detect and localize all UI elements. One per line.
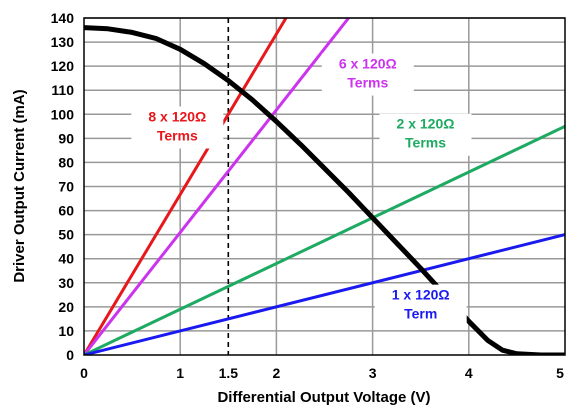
label-2-terms: 2 x 120Ω Terms xyxy=(379,113,472,156)
plot-frame xyxy=(83,17,566,356)
annotation-backdrop xyxy=(131,106,224,149)
y-tick-label: 20 xyxy=(58,299,74,315)
y-tick-label: 40 xyxy=(58,251,74,267)
x-tick-label: 1.5 xyxy=(219,365,239,381)
y-tick-label: 10 xyxy=(58,323,74,339)
x-tick-labels: 0 1 1.5 2 3 4 5 xyxy=(80,365,564,381)
y-tick-label: 90 xyxy=(58,130,74,146)
y-tick-label: 30 xyxy=(58,275,74,291)
x-tick-label: 4 xyxy=(465,365,473,381)
y-tick-label: 70 xyxy=(58,179,74,195)
annotation-text: Terms xyxy=(157,128,198,144)
annotation-text: 6 x 120Ω xyxy=(339,56,397,72)
series-line-load-6-terms xyxy=(84,18,351,355)
y-tick-labels: 0 10 20 30 40 50 60 70 80 90 100 110 120 130 140 xyxy=(51,10,75,363)
annotation-text: Terms xyxy=(347,75,388,91)
y-tick-label: 80 xyxy=(58,154,74,170)
y-tick-label: 120 xyxy=(51,58,75,74)
x-tick-label: 2 xyxy=(273,365,281,381)
label-6-terms: 6 x 120Ω Terms xyxy=(321,53,414,96)
annotation-backdrop xyxy=(379,113,472,156)
y-tick-label: 110 xyxy=(51,82,74,98)
y-tick-label: 130 xyxy=(51,34,75,50)
y-tick-label: 140 xyxy=(51,10,75,26)
y-tick-label: 100 xyxy=(51,106,75,122)
series-annotations: 8 x 120Ω Terms 6 x 120Ω Terms 2 x 120Ω Terms 1… xyxy=(131,53,472,327)
x-axis-title: Differential Output Voltage (V) xyxy=(217,389,430,406)
annotation-text: 8 x 120Ω xyxy=(148,109,206,125)
y-tick-label: 60 xyxy=(58,203,74,219)
x-tick-label: 1 xyxy=(176,365,184,381)
series-lines xyxy=(84,18,565,355)
series-line-load-2-terms xyxy=(84,124,565,355)
annotation-backdrop xyxy=(321,53,414,96)
x-tick-label: 3 xyxy=(369,365,377,381)
label-8-terms: 8 x 120Ω Terms xyxy=(131,106,224,149)
y-tick-label: 0 xyxy=(66,347,74,363)
x-tick-label: 5 xyxy=(556,365,564,381)
series-line-driver-curve xyxy=(84,25,565,355)
annotation-backdrop xyxy=(374,284,467,327)
annotation-text: 2 x 120Ω xyxy=(397,116,455,132)
y-axis-title: Driver Output Current (mA) xyxy=(11,89,28,282)
y-tick-label: 50 xyxy=(58,227,74,243)
x-tick-label: 0 xyxy=(80,365,88,381)
label-1-term: 1 x 120Ω Term xyxy=(374,284,467,327)
series-line-load-1-term xyxy=(84,233,565,355)
annotation-text: 1 x 120Ω xyxy=(392,287,450,303)
series-line-load-8-terms xyxy=(84,18,288,355)
annotation-text: Terms xyxy=(405,135,446,151)
annotation-text: Term xyxy=(404,306,437,322)
